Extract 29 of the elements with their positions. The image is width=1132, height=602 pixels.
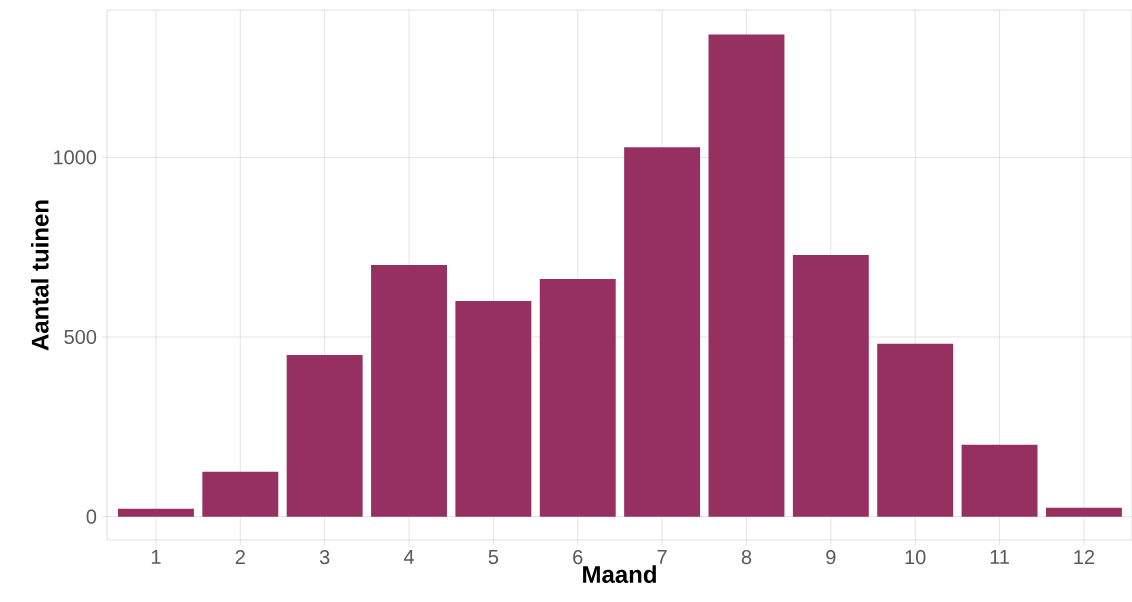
bar xyxy=(1045,507,1122,517)
x-tick-label: 6 xyxy=(573,550,583,565)
x-tick-label: 2 xyxy=(235,550,245,564)
bar xyxy=(961,444,1038,517)
y-tick-label: 500 xyxy=(64,329,97,345)
x-tick-label: 7 xyxy=(657,550,667,564)
y-axis-title: Aantal tuinen xyxy=(31,200,49,351)
x-tick-label: 12 xyxy=(1074,550,1095,564)
bar xyxy=(455,301,532,517)
bar xyxy=(877,343,954,517)
bar xyxy=(792,255,869,517)
x-tick-label: 8 xyxy=(741,550,752,565)
bar xyxy=(539,279,616,517)
bar xyxy=(117,508,194,517)
x-tick-label: 1 xyxy=(151,550,161,564)
bar xyxy=(708,34,785,517)
y-tick-label: 1000 xyxy=(54,150,97,165)
bar xyxy=(202,471,279,517)
x-tick-label: 9 xyxy=(826,550,836,565)
x-tick-label: 3 xyxy=(319,550,330,565)
x-tick-label: 4 xyxy=(403,550,414,564)
bar xyxy=(286,354,363,517)
x-tick-label: 10 xyxy=(905,550,926,565)
x-tick-label: 5 xyxy=(488,550,499,564)
y-tick-label: 0 xyxy=(86,509,97,524)
bar xyxy=(371,265,447,517)
bar xyxy=(624,147,701,517)
x-tick-label: 11 xyxy=(990,550,1009,564)
x-axis-title: Maand xyxy=(583,565,656,583)
